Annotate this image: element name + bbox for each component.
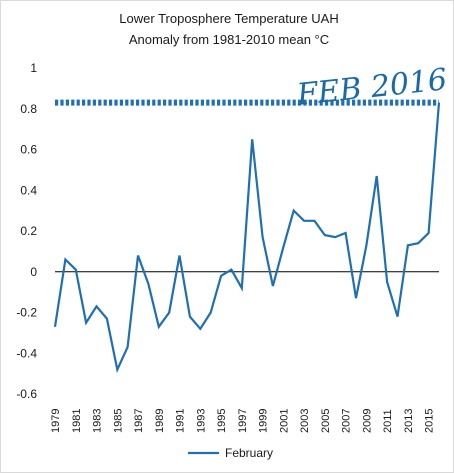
x-tick-label: 1981: [71, 409, 83, 433]
x-tick-label: 1995: [216, 409, 228, 433]
annotation-text: FEB 2016: [294, 62, 448, 113]
series-line-february: [53, 102, 441, 374]
x-tick-label: 2013: [403, 409, 415, 433]
x-tick-label: 1983: [92, 409, 104, 433]
legend-label: February: [225, 446, 273, 460]
chart-title: Lower Troposphere Temperature UAH: [119, 11, 338, 26]
x-tick-label: 1987: [133, 409, 145, 433]
y-tick-label: 0.6: [20, 143, 37, 157]
series-group: [53, 102, 441, 374]
x-tick-label: 1989: [154, 409, 166, 433]
x-tick-label: 1999: [258, 409, 270, 433]
y-axis: 1 0.8 0.6 0.4 0.2 0 -0.2 -0.4 -0.6: [16, 61, 37, 401]
y-tick-label: 0.2: [20, 224, 37, 238]
x-axis: 1979 1981 1983 1985 1987 1989 1991 1993 1995 1997…: [50, 409, 436, 433]
x-tick-label: 1993: [195, 409, 207, 433]
y-tick-label: -0.6: [16, 387, 37, 401]
x-tick-label: 1979: [50, 409, 62, 433]
x-tick-label: 2001: [278, 409, 290, 433]
y-tick-label: -0.4: [16, 346, 37, 360]
x-tick-label: 2009: [361, 409, 373, 433]
x-tick-label: 1985: [112, 409, 124, 433]
y-tick-label: -0.2: [16, 306, 37, 320]
x-tick-label: 2005: [320, 409, 332, 433]
chart-subtitle: Anomaly from 1981-2010 mean °C: [129, 32, 329, 47]
y-tick-label: 0.4: [20, 183, 37, 197]
y-tick-label: 0: [30, 265, 37, 279]
x-tick-label: 2003: [299, 409, 311, 433]
x-tick-label: 2007: [341, 409, 353, 433]
x-tick-label: 2015: [424, 409, 436, 433]
y-tick-label: 0.8: [20, 102, 37, 116]
x-tick-label: 1997: [237, 409, 249, 433]
legend[interactable]: February: [188, 446, 273, 460]
x-tick-label: 2011: [382, 409, 394, 433]
y-tick-label: 1: [30, 61, 37, 75]
x-tick-label: 1991: [175, 409, 187, 433]
